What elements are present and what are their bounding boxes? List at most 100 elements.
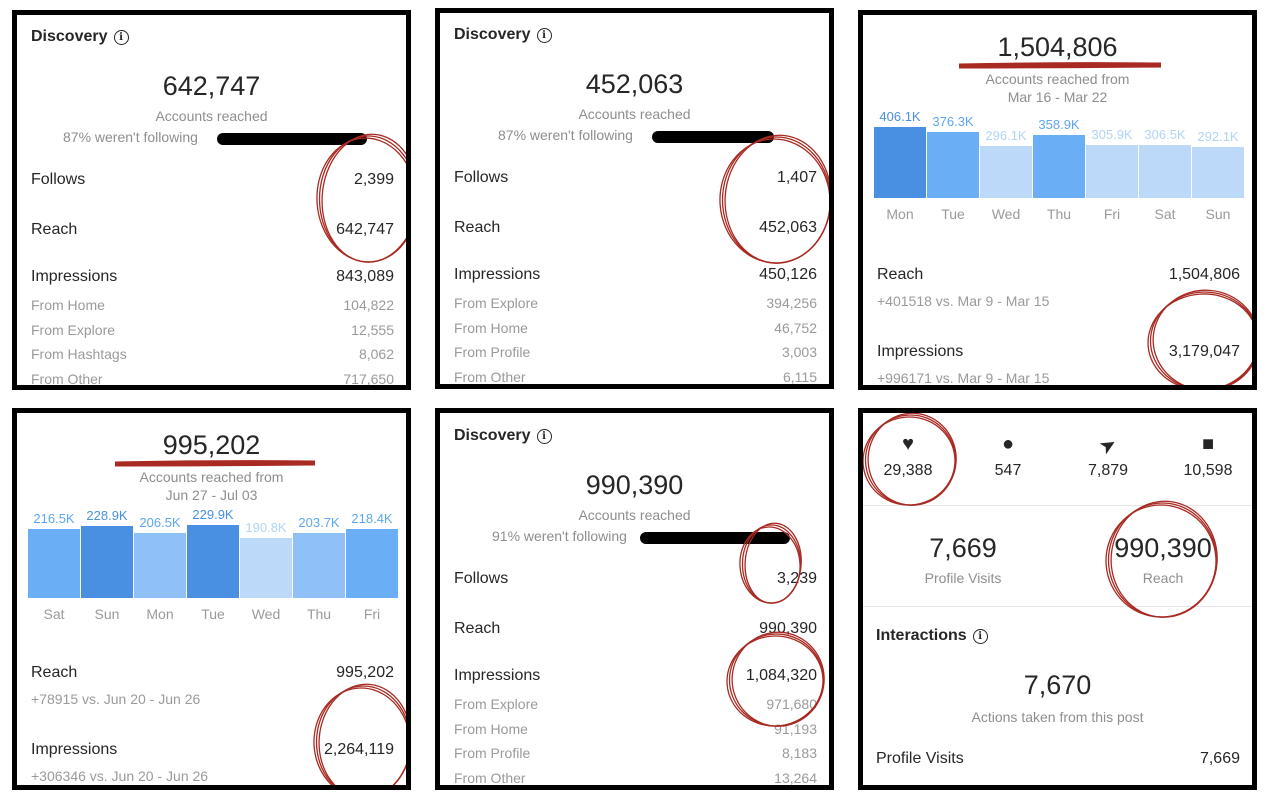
red-circle-mark	[1147, 293, 1252, 385]
bar-value-label: 216.5K	[33, 511, 75, 527]
day-label: Thu	[1046, 206, 1072, 222]
red-circle-mark	[863, 416, 956, 506]
info-icon[interactable]: i	[113, 30, 129, 45]
accounts-reached-label: Accounts reached	[578, 507, 691, 523]
share-icon[interactable]: ➤	[1095, 432, 1122, 460]
weekly-reach-panel-1: 1,504,806 Accounts reached from Mar 16 - M…	[858, 10, 1257, 390]
bar-tue[interactable]	[927, 132, 979, 198]
impression-source-label: From Other	[454, 368, 526, 385]
bar-fri[interactable]	[1086, 144, 1138, 198]
weekly-reach-panel-2: 995,202 Accounts reached from Jun 27 - Jul…	[12, 408, 411, 790]
bar-sat[interactable]	[28, 529, 80, 598]
bar-thu[interactable]	[1033, 135, 1085, 198]
red-underline-mark	[958, 64, 1162, 69]
impression-source-value: 6,115	[783, 368, 817, 385]
follows-label: Follows	[454, 570, 509, 587]
reach-value: 990,390	[1114, 533, 1212, 563]
comment-icon[interactable]: ●	[1001, 433, 1015, 455]
impression-source-label: From Home	[31, 297, 105, 313]
impression-source-label: From Explore	[31, 321, 116, 338]
heart-icon[interactable]: ♥	[902, 433, 914, 455]
impression-source-value: 91,193	[774, 720, 817, 737]
impressions-change: +306346 vs. Jun 20 - Jun 26	[31, 768, 209, 784]
discovery-title: Discovery i	[454, 26, 552, 44]
profile-visits-row-value: 7,669	[1199, 750, 1240, 767]
day-label: Thu	[306, 606, 332, 622]
impression-source-value: 104,822	[343, 297, 394, 313]
day-label: Wed	[991, 206, 1021, 222]
red-circle-mark	[318, 683, 406, 785]
red-underline-mark	[114, 461, 316, 466]
red-underline-mark	[958, 62, 1162, 67]
bar-value-label: 358.9K	[1038, 117, 1080, 133]
impressions-value: 450,126	[759, 266, 817, 283]
redaction-bar	[217, 133, 367, 145]
accounts-reached-label: Accounts reached from	[139, 469, 284, 485]
impressions-value: 1,084,320	[745, 667, 817, 684]
bar-fri[interactable]	[346, 528, 398, 598]
stat-value: 547	[994, 462, 1022, 479]
red-underline-mark	[114, 460, 316, 465]
accounts-reached-value: 642,747	[162, 71, 261, 101]
accounts-reached-label: Accounts reached	[155, 108, 268, 124]
bar-sun[interactable]	[81, 525, 133, 598]
date-range: Mar 16 - Mar 22	[1007, 89, 1108, 105]
bar-wed[interactable]	[980, 146, 1032, 198]
red-circle-mark	[321, 133, 406, 263]
actions-value: 7,670	[1023, 670, 1092, 700]
profile-visits-value: 7,669	[929, 533, 997, 563]
bar-sat[interactable]	[1139, 144, 1191, 198]
discovery-title: Discovery i	[31, 28, 129, 46]
bar-tue[interactable]	[187, 525, 239, 598]
impression-source-value: 46,752	[774, 319, 817, 336]
info-icon[interactable]: i	[536, 28, 552, 43]
bar-sun[interactable]	[1192, 147, 1244, 198]
follows-value: 2,399	[353, 171, 394, 188]
bar-value-label: 292.1K	[1197, 129, 1239, 145]
info-icon[interactable]: i	[972, 629, 988, 644]
reach-value: 990,390	[759, 620, 817, 637]
interactions-title: Interactions i	[876, 627, 988, 645]
reach-value: 642,747	[336, 221, 394, 238]
divider	[863, 505, 1252, 506]
impressions-change: +996171 vs. Mar 9 - Mar 15	[877, 370, 1050, 386]
impressions-label: Impressions	[31, 268, 118, 285]
red-circle-mark	[724, 134, 829, 264]
impressions-label: Impressions	[31, 741, 118, 758]
not-following-text: 87% weren't following	[498, 127, 633, 143]
bar-mon[interactable]	[874, 127, 926, 198]
bookmark-icon[interactable]: ■	[1201, 433, 1215, 455]
follows-label: Follows	[454, 169, 509, 186]
accounts-reached-label: Accounts reached from	[985, 71, 1130, 87]
section-title: Interactions	[876, 627, 967, 644]
stat-value: 10,598	[1183, 462, 1233, 479]
reach-label: Reach	[454, 620, 501, 637]
accounts-reached-label: Accounts reached	[578, 106, 691, 122]
bar-wed[interactable]	[240, 537, 292, 598]
follows-value: 1,407	[776, 169, 817, 186]
bar-thu[interactable]	[293, 533, 345, 598]
red-circle-mark	[867, 413, 957, 506]
impressions-label: Impressions	[454, 667, 541, 684]
accounts-reached-value: 1,504,806	[997, 32, 1118, 62]
reach-change: +401518 vs. Mar 9 - Mar 15	[877, 293, 1050, 309]
day-label: Mon	[886, 206, 914, 222]
info-icon[interactable]: i	[536, 429, 552, 444]
not-following-text: 91% weren't following	[492, 528, 627, 544]
day-label: Mon	[146, 606, 174, 622]
section-title: Discovery	[454, 26, 531, 43]
day-label: Wed	[251, 606, 281, 622]
profile-visits-row-label: Profile Visits	[876, 750, 964, 767]
section-title: Discovery	[31, 28, 108, 45]
date-range: Jun 27 - Jul 03	[165, 487, 258, 503]
red-underline-mark	[958, 63, 1162, 68]
discovery-panel-3: Discovery i 990,390 Accounts reached 91% wer…	[435, 408, 834, 790]
profile-visits-label: Profile Visits	[924, 570, 1002, 586]
reach-value: 1,504,806	[1168, 266, 1240, 283]
red-circle-mark	[318, 135, 406, 263]
reach-label: Reach	[31, 664, 78, 681]
stat-value: 7,879	[1087, 462, 1129, 479]
bar-mon[interactable]	[134, 532, 186, 598]
red-circle-mark	[313, 687, 406, 785]
